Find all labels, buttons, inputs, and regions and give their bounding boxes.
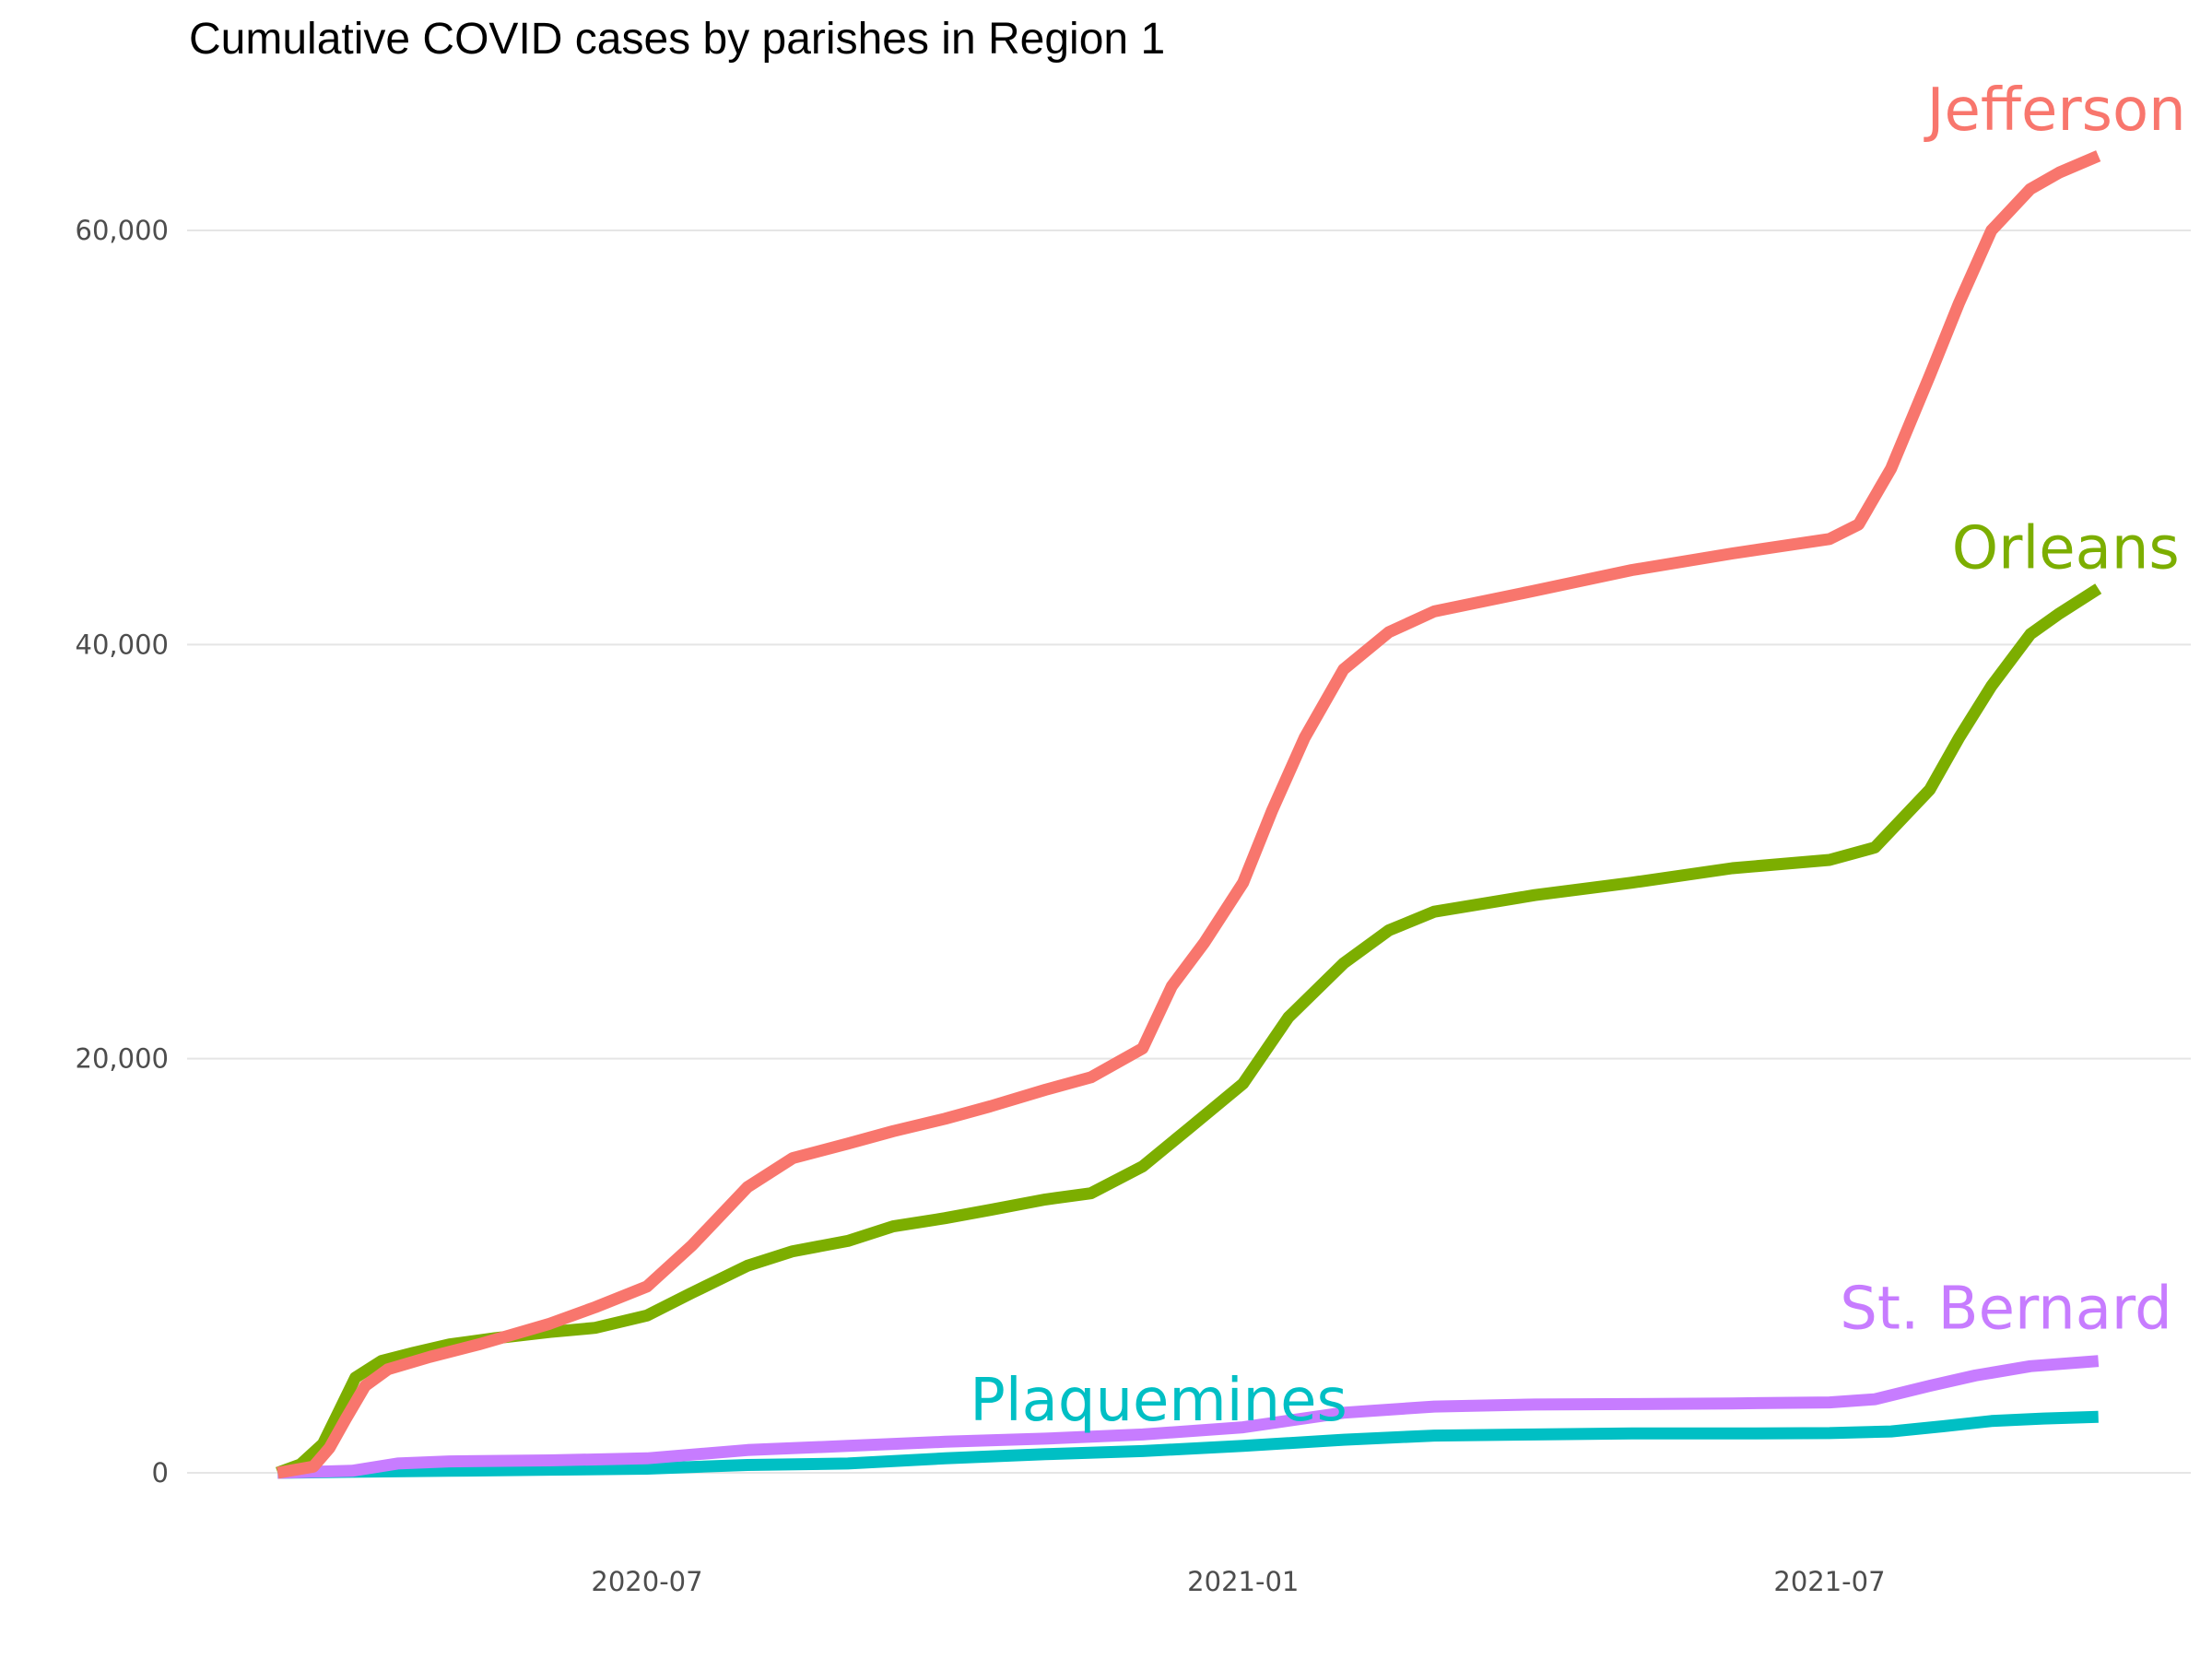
series-line-jefferson [276, 150, 2101, 1479]
x-tick-label: 2021-07 [1773, 1566, 1885, 1597]
grid-lines [187, 229, 2191, 1474]
series-label-plaquemines: Plaquemines [970, 1367, 1347, 1435]
series-label-st-bernard: St. Bernard [1840, 1276, 2171, 1344]
y-tick-label: 20,000 [76, 1043, 169, 1075]
x-tick-label: 2020-07 [591, 1566, 702, 1597]
x-axis-ticks: 2020-07 2021-01 2021-07 [591, 1566, 1885, 1597]
series-line-orleans [276, 583, 2102, 1479]
series-line-st-bernard [277, 1355, 2100, 1479]
chart-title: Cumulative COVID cases by parishes in Re… [189, 15, 1165, 64]
y-tick-label: 0 [152, 1457, 169, 1488]
series-labels: Plaquemines St. Bernard Orleans Jefferson [970, 76, 2186, 1435]
x-tick-label: 2021-01 [1187, 1566, 1299, 1597]
series-lines [276, 150, 2102, 1479]
y-tick-label: 60,000 [76, 215, 169, 246]
series-label-jefferson: Jefferson [1924, 76, 2186, 145]
series-label-orleans: Orleans [1952, 515, 2180, 583]
y-axis-ticks: 0 20,000 40,000 60,000 [76, 215, 169, 1488]
series-line-plaquemines [277, 1410, 2099, 1479]
y-tick-label: 40,000 [76, 629, 169, 660]
